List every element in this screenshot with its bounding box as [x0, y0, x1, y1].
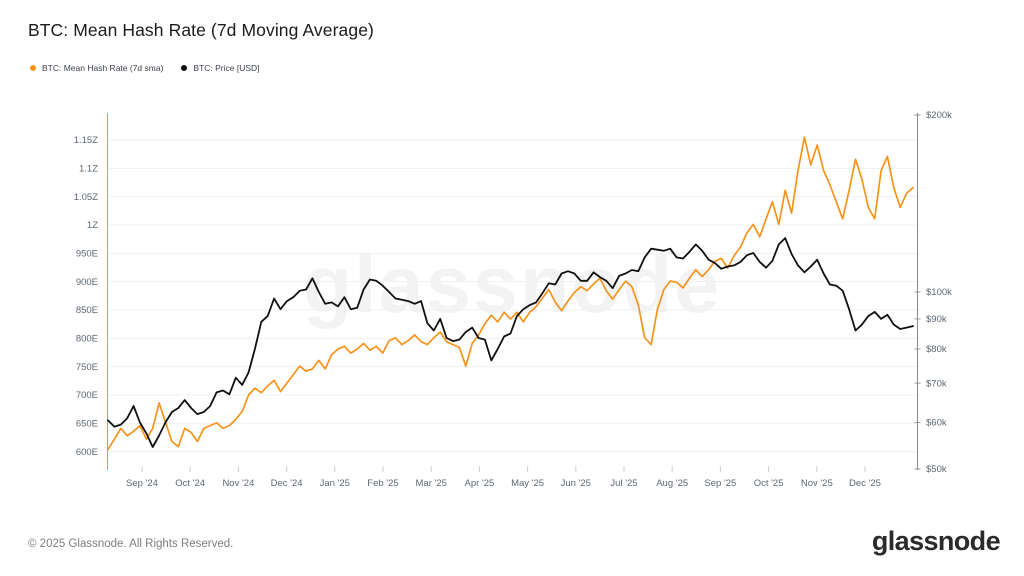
x-axis-tick-label: Feb '25 [367, 478, 398, 489]
x-axis-tick-label: Jun '25 [561, 478, 591, 489]
right-axis-tick-label: $50k [926, 464, 947, 475]
chart-legend: BTC: Mean Hash Rate (7d sma) BTC: Price … [30, 63, 260, 73]
x-axis-tick-label: Aug '25 [656, 478, 688, 489]
legend-item-price-label: BTC: Price [USD] [193, 63, 260, 73]
left-axis-tick-label: 800E [76, 334, 98, 345]
right-axis-tick-label: $90k [926, 314, 947, 325]
legend-item-hashrate[interactable]: BTC: Mean Hash Rate (7d sma) [30, 63, 163, 73]
x-axis-tick-label: Dec '24 [271, 478, 303, 489]
left-axis-tick-label: 1.15Z [74, 135, 98, 146]
left-axis-tick-label: 700E [76, 390, 98, 401]
copyright-text: © 2025 Glassnode. All Rights Reserved. [28, 538, 234, 550]
legend-item-price[interactable]: BTC: Price [USD] [181, 63, 260, 73]
left-axis-tick-label: 1.05Z [74, 192, 98, 203]
x-axis-tick-label: Mar '25 [416, 478, 447, 489]
left-axis-tick-label: 900E [76, 277, 98, 288]
right-axis-tick-label: $200k [926, 110, 952, 121]
legend-dot-hashrate-icon [30, 65, 36, 71]
x-axis-tick-label: Nov '25 [801, 478, 833, 489]
x-axis-tick-label: Oct '25 [754, 478, 784, 489]
x-axis-tick-label: Sep '25 [704, 478, 736, 489]
left-axis-tick-label: 850E [76, 305, 98, 316]
x-axis-tick-label: Sep '24 [126, 478, 158, 489]
left-axis-tick-label: 1Z [87, 220, 98, 231]
left-axis-tick-label: 950E [76, 249, 98, 260]
left-axis-tick-label: 1.1Z [79, 164, 98, 175]
x-axis-tick-label: Jan '25 [320, 478, 350, 489]
hashrate-line[interactable] [107, 136, 914, 451]
x-axis-tick-label: Dec '25 [849, 478, 881, 489]
right-axis-tick-label: $60k [926, 418, 947, 429]
x-axis-tick-label: Oct '24 [175, 478, 205, 489]
right-axis-tick-label: $100k [926, 287, 952, 298]
left-axis-tick-label: 750E [76, 362, 98, 373]
left-axis-tick-label: 650E [76, 419, 98, 430]
legend-dot-price-icon [181, 65, 188, 71]
page-title: BTC: Mean Hash Rate (7d Moving Average) [28, 20, 374, 40]
x-axis-tick-label: May '25 [511, 478, 544, 489]
glassnode-logo[interactable]: glassnode [871, 526, 1001, 556]
price-line[interactable] [107, 237, 914, 448]
glassnode-watermark: glassnode [302, 240, 722, 330]
right-axis-tick-label: $80k [926, 344, 947, 355]
legend-item-hashrate-label: BTC: Mean Hash Rate (7d sma) [42, 63, 164, 73]
x-axis-tick-label: Apr '25 [464, 478, 494, 489]
right-axis-tick-label: $70k [926, 378, 947, 389]
x-axis-tick-label: Nov '24 [222, 478, 254, 489]
left-axis-tick-label: 600E [76, 447, 98, 458]
x-axis-tick-label: Jul '25 [610, 478, 637, 489]
